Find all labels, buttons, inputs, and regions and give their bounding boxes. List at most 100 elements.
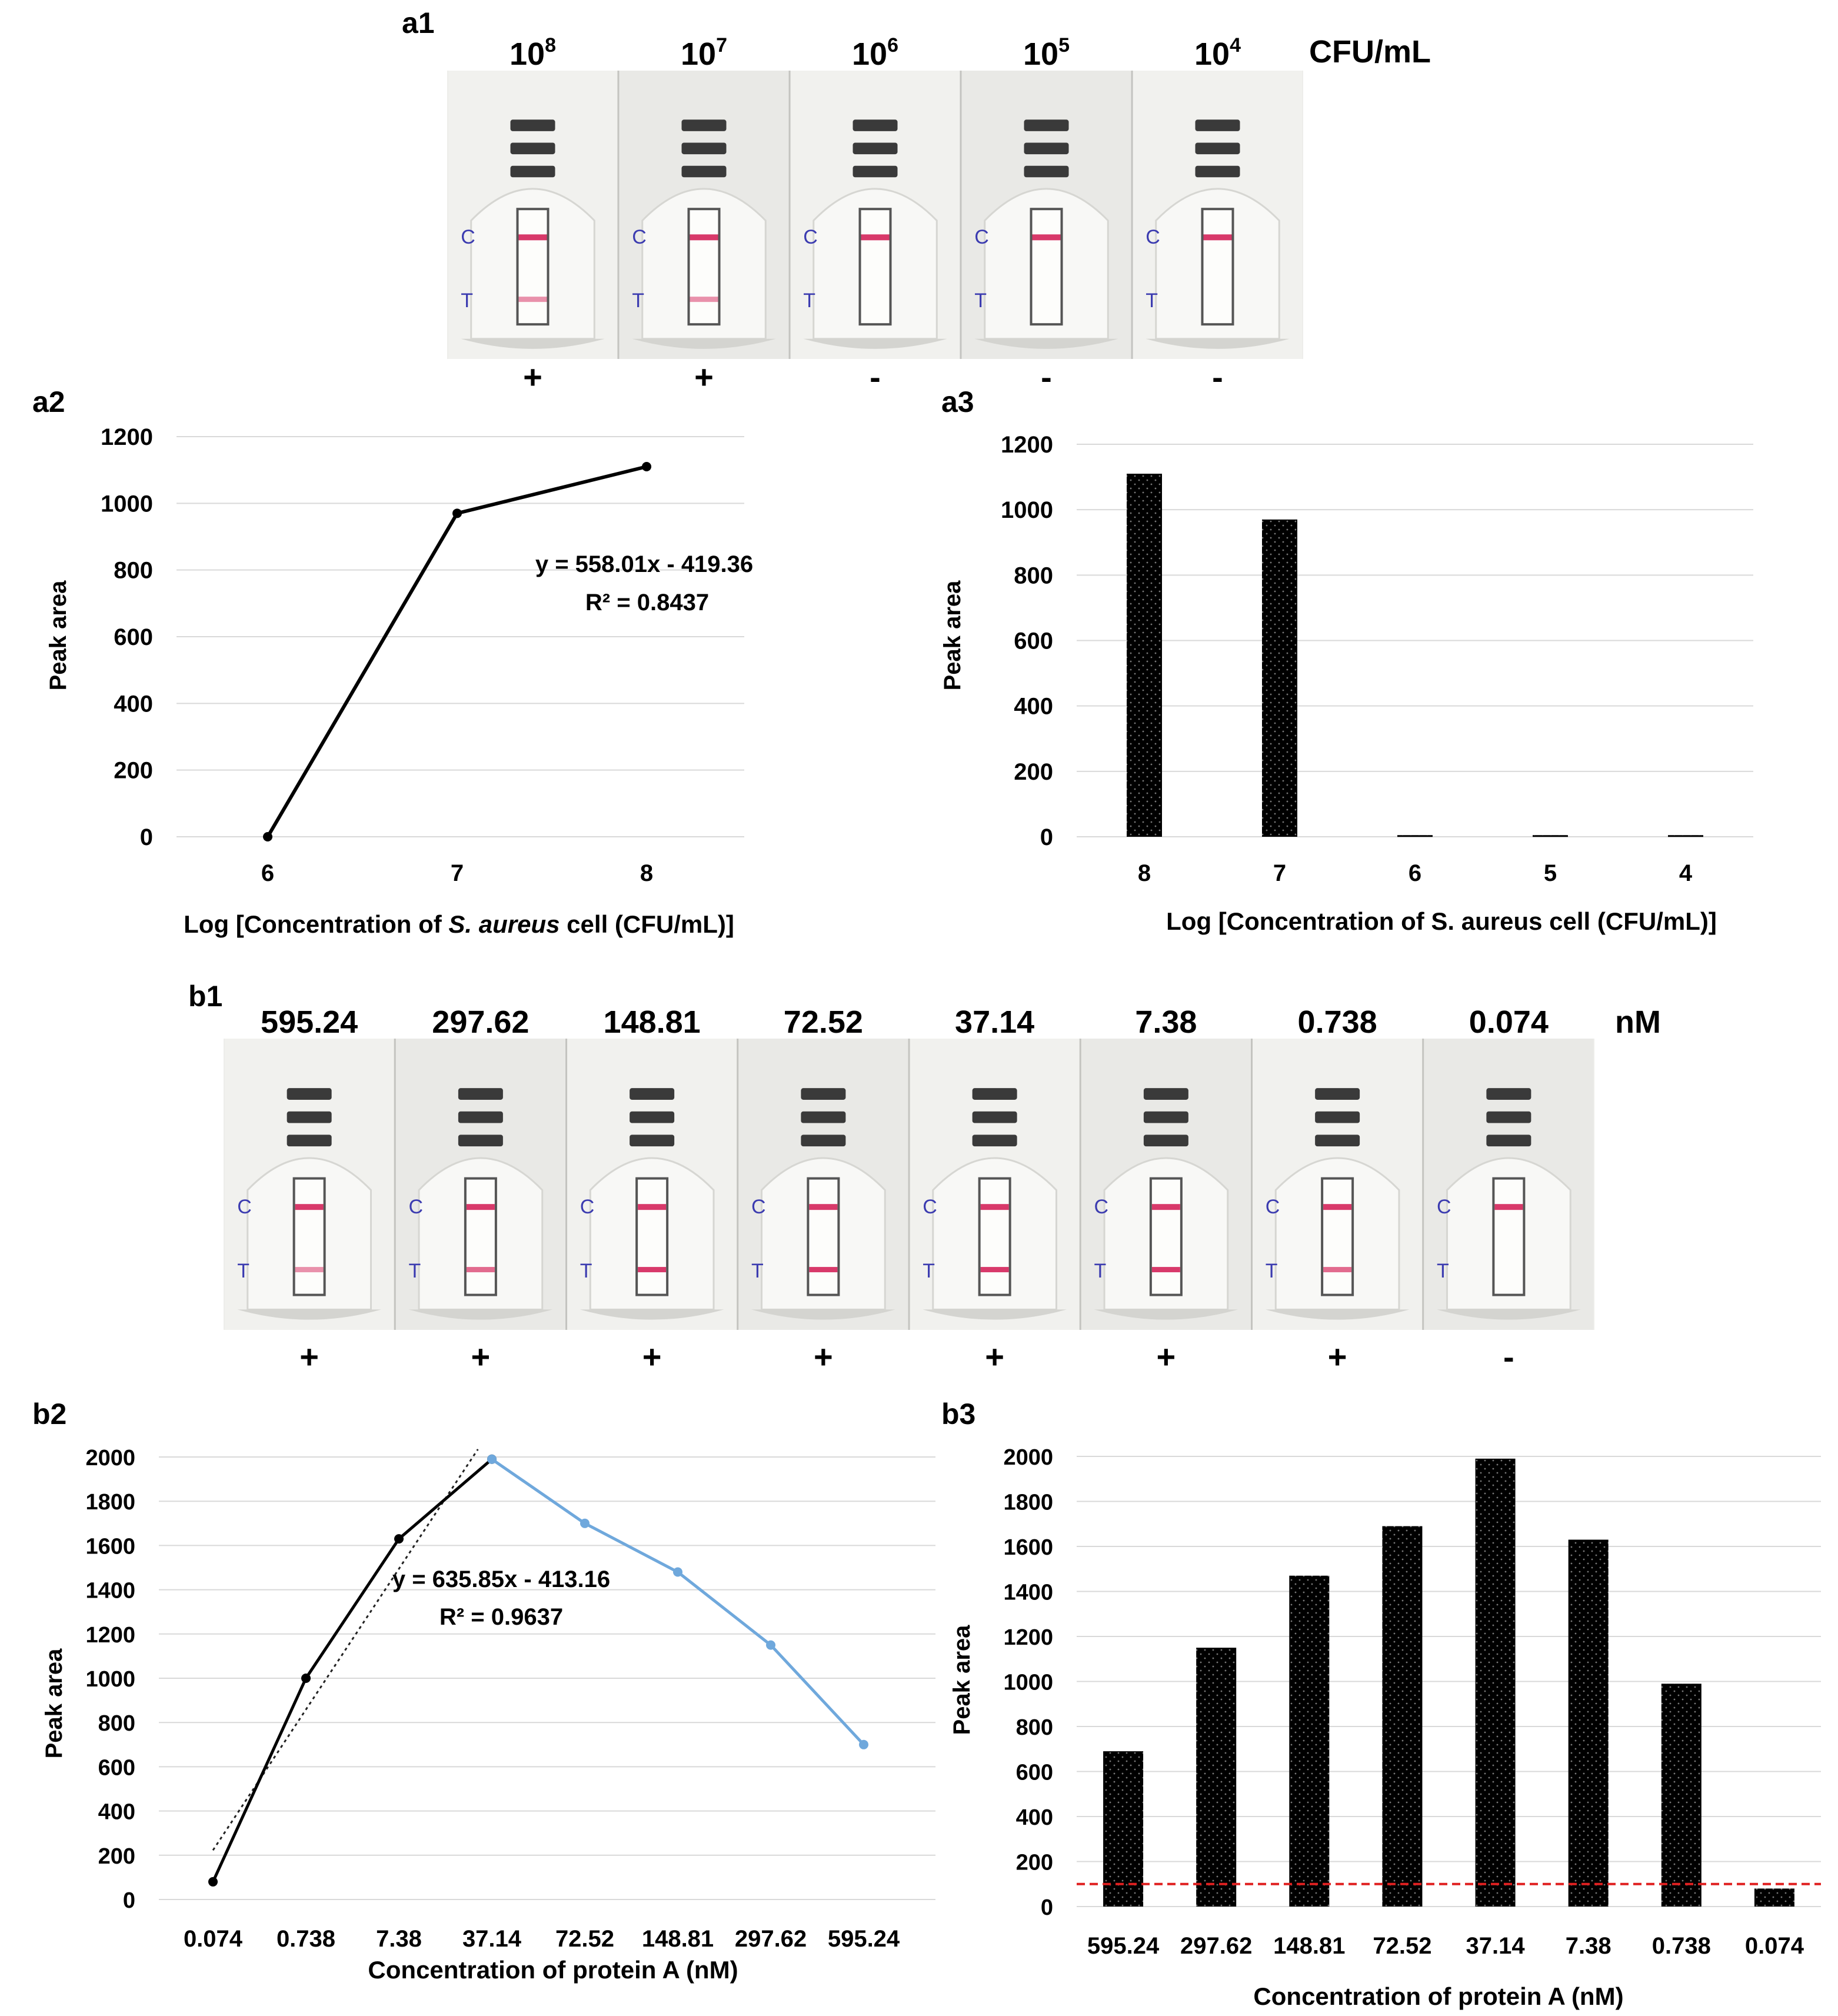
panel-label-b3: b3 [941,1398,975,1431]
cassette-base [923,1309,1067,1320]
b1-result: + [1157,1338,1176,1375]
t-label: T [1146,290,1158,312]
test-cassette: CT [448,71,617,359]
test-cassette: CT [788,71,960,359]
a2-trend-r2: R² = 0.8437 [585,590,709,616]
b1-result: + [471,1338,491,1375]
y-tick-label: 1600 [85,1534,135,1559]
grip-bar [1143,1135,1188,1147]
a1-result: - [1041,358,1052,395]
x-tick-label: 148.81 [1273,1933,1345,1959]
b2-xlabel: Concentration of protein A (nM) [368,1956,738,1984]
a3-ylabel: Peak area [940,580,965,691]
b3-ylabel: Peak area [949,1625,975,1735]
grip-bar [972,1111,1017,1123]
chart-a3: 0 200 400 600 800 1000 1200 8 7 6 5 4 [1001,432,1753,886]
grip-bar [1024,119,1069,131]
data-point [452,508,462,518]
control-line [466,1204,495,1210]
t-label: T [580,1260,592,1282]
c-label: C [1146,226,1160,248]
c-label: C [1437,1196,1451,1218]
panel-b3: b3 0 200 400 600 800 1000 1200 1400 1600 1800 2000… [941,1398,1821,2010]
control-line [809,1204,838,1210]
x-tick-label: 0.738 [1652,1933,1711,1959]
b1-result: + [299,1338,319,1375]
test-cassette: CT [1251,1039,1422,1330]
y-tick-label: 2000 [1003,1445,1053,1470]
control-line [861,234,890,241]
c-label: C [1094,1196,1109,1218]
grip-bar [1315,1088,1360,1100]
y-tick-label: 1800 [1003,1491,1053,1515]
grip-bar [681,142,727,155]
a1-header-base: 10 [1023,36,1058,72]
a1-header-base: 10 [1194,36,1230,72]
bar [1289,1575,1330,1907]
panel-label-b1: b1 [188,980,222,1013]
y-tick-label: 600 [114,624,153,650]
t-label: T [1094,1260,1107,1282]
grip-bar [801,1111,846,1123]
test-strip [1201,208,1234,326]
y-tick-label: 800 [1014,563,1053,588]
a1-header-exponent: 4 [1230,34,1241,56]
x-tick-label: 8 [640,860,653,886]
a1-header: 106 [852,34,898,72]
cassette-base [580,1309,724,1320]
y-tick-label: 0 [140,824,153,850]
x-tick-label: 0.738 [277,1926,335,1952]
b3-xlabel: Concentration of protein A (nM) [1253,1982,1623,2010]
b1-result: - [1503,1338,1514,1375]
a2-trend-equation: y = 558.01x - 419.36 [535,551,753,577]
test-strip [1030,208,1063,326]
grip-bar [1195,165,1240,178]
b1-header: 148.81 [604,1004,701,1040]
panel-b2: b2 0 200 400 600 800 1000 1200 1400 1600 1800 2000… [32,1398,935,1984]
y-tick-label: 1200 [101,424,153,450]
y-tick-label: 400 [98,1800,135,1825]
x-tick-label: 0.074 [184,1926,243,1952]
grip-bar [681,165,727,178]
y-tick-label: 400 [114,691,153,717]
y-tick-label: 1400 [85,1579,135,1604]
test-cassette: CT [565,1039,737,1330]
bar [1196,1648,1237,1907]
data-point [859,1739,868,1749]
grip-bar [630,1111,675,1123]
x-tick-label: 297.62 [735,1926,807,1952]
t-label: T [1437,1260,1449,1282]
series-line [211,1458,493,1882]
c-label: C [974,226,989,248]
cassette-base [1437,1309,1581,1320]
y-tick-label: 600 [98,1755,135,1780]
grip-bar [1195,142,1240,155]
test-cassette: CT [1079,1039,1251,1330]
grip-bar [972,1088,1017,1100]
y-tick-label: 1200 [1001,432,1053,458]
a1-result: + [694,358,714,395]
grip-bar [287,1111,332,1123]
grip-bar [458,1111,503,1123]
test-line [980,1267,1009,1273]
a1-concentration-headers: 108 107 106 105 104 [510,34,1241,72]
control-line [295,1204,324,1210]
a1-header-base: 10 [852,36,887,72]
grip-bar [630,1088,675,1100]
x-tick-label: 148.81 [642,1926,714,1952]
test-strip [978,1177,1011,1296]
grip-bar [1143,1088,1188,1100]
grip-bar [510,165,555,178]
y-tick-label: 0 [1041,1895,1053,1920]
y-tick-label: 1400 [1003,1581,1053,1605]
b1-header: 0.074 [1469,1004,1549,1040]
x-tick-label: 37.14 [1466,1933,1526,1959]
y-tick-label: 200 [1016,1851,1053,1875]
grip-bar [630,1135,675,1147]
grip-bar [853,119,898,131]
x-tick-label: 4 [1679,860,1693,886]
x-tick-label: 297.62 [1180,1933,1252,1959]
test-strip [1149,1177,1183,1296]
c-label: C [237,1196,252,1218]
x-tick-label: 72.52 [555,1926,614,1952]
